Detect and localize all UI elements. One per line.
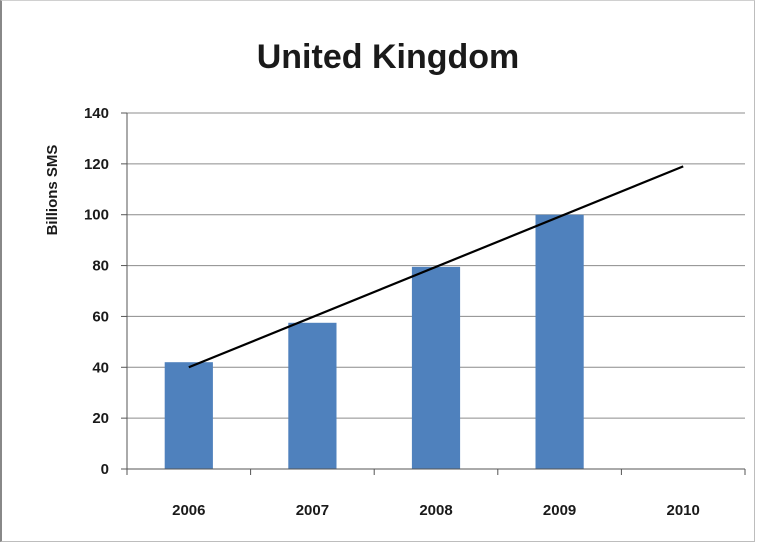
y-tick-label: 20 — [92, 410, 109, 427]
y-tick-label: 60 — [92, 308, 109, 325]
x-tick-label: 2006 — [172, 502, 205, 519]
chart-title: United Kingdom — [257, 38, 520, 76]
x-tick-labels: 2006 2007 2008 2009 2010 — [172, 502, 700, 519]
bar-2008 — [411, 266, 461, 469]
x-tick-label: 2008 — [419, 502, 452, 519]
gridlines — [127, 112, 745, 419]
bar-2007 — [288, 322, 337, 469]
bars — [164, 214, 584, 469]
trendline-group — [188, 165, 684, 369]
y-tick-label: 140 — [84, 105, 109, 122]
y-tick-label: 40 — [92, 359, 109, 376]
y-tick-label: 100 — [84, 207, 109, 224]
bar-2009 — [535, 214, 584, 469]
x-tick-label: 2007 — [296, 502, 329, 519]
y-tick-label: 120 — [84, 156, 109, 173]
bar-2006 — [164, 362, 213, 469]
x-tick-label: 2010 — [667, 502, 700, 519]
y-tick-labels: 0 20 40 60 80 100 120 140 — [84, 105, 109, 478]
x-tick-label: 2009 — [543, 502, 576, 519]
y-axis-label: Billions SMS — [44, 145, 61, 236]
axes — [121, 112, 746, 475]
y-tick-label: 80 — [92, 258, 109, 275]
trendline — [188, 165, 684, 369]
y-tick-label: 0 — [101, 461, 109, 478]
